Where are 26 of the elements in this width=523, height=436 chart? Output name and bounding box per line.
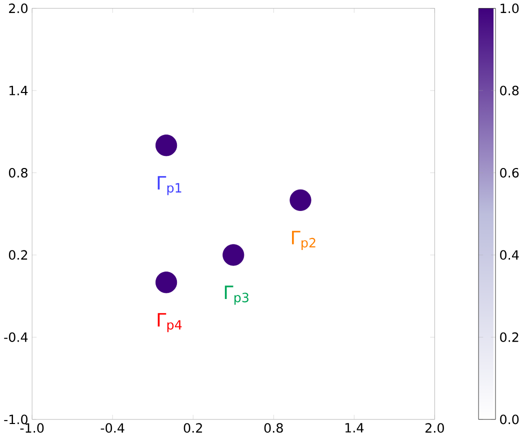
x-tick-label: 1.4 — [345, 423, 364, 432]
y-tick-label: 2.0 — [9, 3, 28, 14]
point — [155, 134, 178, 156]
x-tick-label: 2.0 — [426, 423, 444, 433]
annotation: Γ$_{p2}$ — [292, 230, 316, 250]
color-bar-label: 0.8 — [500, 86, 519, 96]
x-tick-label: 0.8 — [264, 423, 283, 433]
color-bar-label: 0.2 — [500, 332, 518, 342]
color-bar-label: 0.6 — [500, 168, 519, 178]
annotation: Γ$_{p3}$ — [224, 286, 248, 305]
x-tick-label: -0.4 — [100, 423, 124, 433]
y-tick-label: -0.4 — [4, 332, 28, 342]
y-tick-label: -1.0 — [4, 414, 28, 424]
point — [222, 244, 244, 266]
x-tick-label: 0.2 — [184, 423, 202, 433]
annotation: Γ$_{p4}$ — [158, 313, 182, 332]
annotation: Γ$_{p1}$ — [158, 176, 182, 195]
x-tick-label: -1.0 — [20, 423, 44, 433]
y-tick-label: 1.4 — [10, 86, 28, 96]
y-tick-label: 0.2 — [8, 250, 28, 260]
color-bar-label: 1.0 — [500, 3, 519, 14]
point — [290, 189, 312, 211]
color-bar-label: 0.0 — [500, 414, 519, 424]
color-bar-label: 0.4 — [500, 250, 519, 260]
y-tick-label: 0.8 — [8, 168, 28, 178]
point — [155, 271, 178, 294]
